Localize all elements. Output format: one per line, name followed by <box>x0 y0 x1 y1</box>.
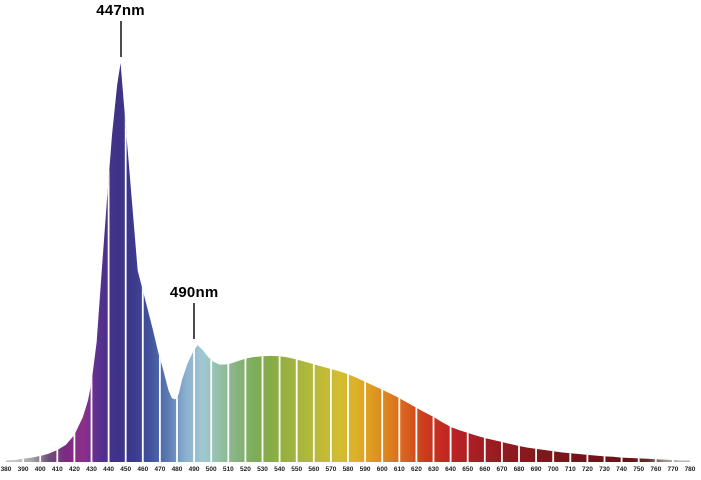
x-tick-label: 420 <box>69 466 80 473</box>
x-tick-label: 580 <box>343 466 354 473</box>
x-tick-label: 700 <box>548 466 559 473</box>
x-tick-label: 690 <box>531 466 542 473</box>
x-tick-label: 440 <box>103 466 114 473</box>
x-tick-label: 650 <box>462 466 473 473</box>
x-tick-label: 610 <box>394 466 405 473</box>
x-tick-label: 710 <box>565 466 576 473</box>
x-tick-label: 770 <box>667 466 678 473</box>
x-tick-label: 660 <box>479 466 490 473</box>
peak-annotation-447nm-line <box>119 21 122 57</box>
x-tick-label: 390 <box>18 466 29 473</box>
x-tick-label: 540 <box>274 466 285 473</box>
x-tick-label: 780 <box>685 466 696 473</box>
x-tick-label: 520 <box>240 466 251 473</box>
x-tick-label: 510 <box>223 466 234 473</box>
x-tick-label: 740 <box>616 466 627 473</box>
x-tick-label: 570 <box>325 466 336 473</box>
x-tick-label: 550 <box>291 466 302 473</box>
x-tick-label: 750 <box>633 466 644 473</box>
x-tick-label: 450 <box>120 466 131 473</box>
x-tick-label: 380 <box>1 466 12 473</box>
x-axis-tick-labels: 380 390 400 410 420 430 440 450 460 470 480 490 500 5… <box>1 466 696 473</box>
x-tick-label: 640 <box>445 466 456 473</box>
x-tick-label: 560 <box>308 466 319 473</box>
x-tick-label: 500 <box>206 466 217 473</box>
x-tick-label: 430 <box>86 466 97 473</box>
peak-annotation-490nm-label: 490nm <box>169 284 219 302</box>
x-tick-label: 600 <box>377 466 388 473</box>
x-tick-label: 760 <box>650 466 661 473</box>
x-tick-label: 480 <box>172 466 183 473</box>
x-tick-label: 630 <box>428 466 439 473</box>
x-tick-label: 670 <box>496 466 507 473</box>
x-tick-label: 680 <box>514 466 525 473</box>
x-tick-label: 470 <box>154 466 165 473</box>
x-tick-label: 400 <box>35 466 46 473</box>
x-tick-label: 720 <box>582 466 593 473</box>
peak-annotation-447nm-label: 447nm <box>96 2 145 19</box>
peak-annotation-490nm-line <box>193 303 196 340</box>
x-tick-label: 620 <box>411 466 422 473</box>
x-tick-label: 530 <box>257 466 268 473</box>
x-tick-label: 730 <box>599 466 610 473</box>
x-tick-label: 590 <box>360 466 371 473</box>
x-tick-label: 410 <box>52 466 63 473</box>
x-tick-label: 490 <box>189 466 200 473</box>
x-tick-label: 460 <box>137 466 148 473</box>
